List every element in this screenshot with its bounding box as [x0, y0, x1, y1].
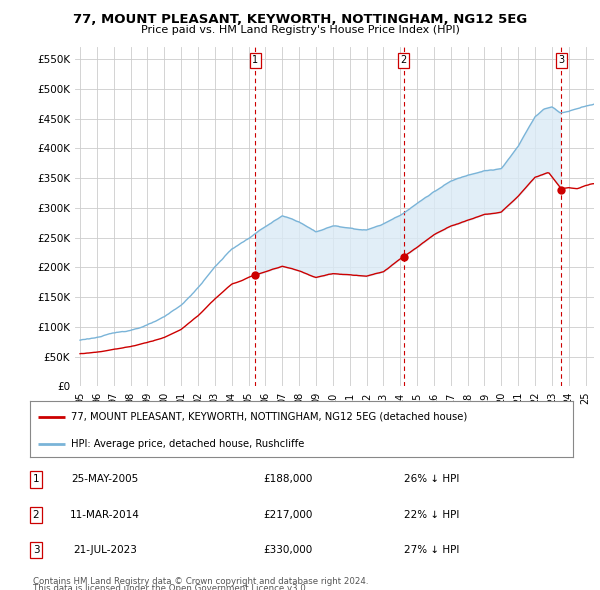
Text: 2: 2: [400, 55, 407, 65]
Text: Price paid vs. HM Land Registry's House Price Index (HPI): Price paid vs. HM Land Registry's House …: [140, 25, 460, 35]
Text: £330,000: £330,000: [263, 545, 313, 555]
Text: 1: 1: [32, 474, 40, 484]
Text: 21-JUL-2023: 21-JUL-2023: [73, 545, 137, 555]
Text: 1: 1: [252, 55, 259, 65]
Text: 77, MOUNT PLEASANT, KEYWORTH, NOTTINGHAM, NG12 5EG (detached house): 77, MOUNT PLEASANT, KEYWORTH, NOTTINGHAM…: [71, 412, 467, 422]
Text: 22% ↓ HPI: 22% ↓ HPI: [404, 510, 460, 520]
Text: 11-MAR-2014: 11-MAR-2014: [70, 510, 140, 520]
Text: 25-MAY-2005: 25-MAY-2005: [71, 474, 139, 484]
Text: 3: 3: [558, 55, 564, 65]
Text: 2: 2: [32, 510, 40, 520]
Text: £188,000: £188,000: [263, 474, 313, 484]
Text: This data is licensed under the Open Government Licence v3.0.: This data is licensed under the Open Gov…: [33, 584, 308, 590]
Text: HPI: Average price, detached house, Rushcliffe: HPI: Average price, detached house, Rush…: [71, 439, 304, 449]
Text: 3: 3: [32, 545, 40, 555]
Text: 77, MOUNT PLEASANT, KEYWORTH, NOTTINGHAM, NG12 5EG: 77, MOUNT PLEASANT, KEYWORTH, NOTTINGHAM…: [73, 13, 527, 26]
Text: £217,000: £217,000: [263, 510, 313, 520]
Text: 26% ↓ HPI: 26% ↓ HPI: [404, 474, 460, 484]
Text: 27% ↓ HPI: 27% ↓ HPI: [404, 545, 460, 555]
Text: Contains HM Land Registry data © Crown copyright and database right 2024.: Contains HM Land Registry data © Crown c…: [33, 577, 368, 586]
